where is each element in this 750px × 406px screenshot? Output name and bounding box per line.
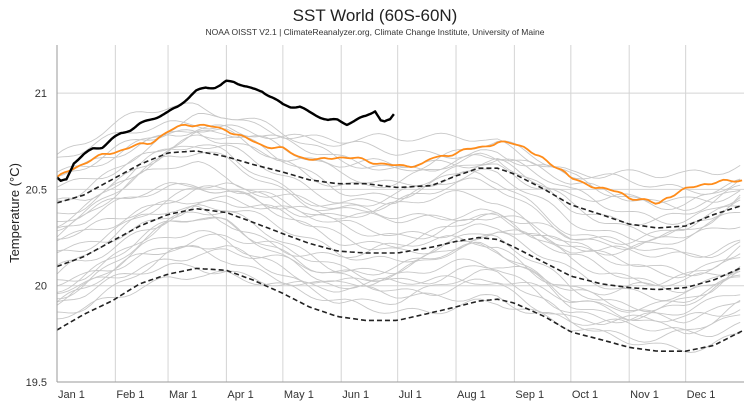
historical-year-line xyxy=(56,233,741,324)
x-tick-label: Apr 1 xyxy=(227,389,253,401)
mean-and-sigma-lines xyxy=(56,150,743,352)
y-tick-label: 21 xyxy=(35,88,47,100)
x-tick-label: Mar 1 xyxy=(169,389,197,401)
historical-year-line xyxy=(56,216,741,313)
historical-year-line xyxy=(56,182,741,258)
x-tick-label: Jul 1 xyxy=(399,389,422,401)
historical-year-line xyxy=(56,205,741,296)
historical-year-line xyxy=(56,161,741,256)
x-tick-label: Jan 1 xyxy=(58,389,85,401)
historical-year-line xyxy=(56,182,741,258)
historical-year-line xyxy=(56,248,741,335)
historical-year-line xyxy=(56,204,741,302)
historical-year-line xyxy=(56,128,741,226)
x-tick-label: Oct 1 xyxy=(572,389,598,401)
x-tick-label: Aug 1 xyxy=(457,389,486,401)
historical-year-line xyxy=(56,187,741,286)
x-tick-label: Dec 1 xyxy=(687,389,716,401)
y-tick-label: 20 xyxy=(35,281,47,293)
previous-year-line xyxy=(56,123,743,205)
mean-line xyxy=(56,207,743,291)
historical-year-line xyxy=(56,112,741,211)
historical-year-line xyxy=(56,245,741,343)
historical-year-line xyxy=(56,262,741,337)
historical-year-line xyxy=(56,144,741,245)
chart-title: SST World (60S-60N) xyxy=(293,6,458,25)
historical-year-line xyxy=(56,270,741,354)
y-tick-label: 20.5 xyxy=(26,184,47,196)
chart-subtitle: NOAA OISST V2.1 | ClimateReanalyzer.org,… xyxy=(206,27,545,37)
historical-year-line xyxy=(56,230,741,324)
historical-years xyxy=(56,102,741,354)
historical-year-line xyxy=(56,102,741,179)
historical-year-line xyxy=(56,185,741,279)
x-tick-label: Nov 1 xyxy=(630,389,659,401)
historical-year-line xyxy=(56,129,741,225)
y-axis-label: Temperature (°C) xyxy=(7,163,22,263)
grid xyxy=(57,45,744,383)
plus-2sigma-line xyxy=(56,150,743,229)
historical-year-line xyxy=(56,120,741,195)
current-year-line xyxy=(56,79,395,182)
x-tick-label: Jun 1 xyxy=(342,389,369,401)
x-tick-label: Sep 1 xyxy=(515,389,544,401)
historical-year-line xyxy=(56,129,741,204)
y-tick-label: 19.5 xyxy=(26,377,47,389)
highlight-years xyxy=(56,79,743,205)
x-tick-label: May 1 xyxy=(284,389,314,401)
historical-year-line xyxy=(56,244,741,326)
axes: 19.5 20 20.5 21 Jan 1 Feb 1 Mar 1 Apr 1 May 1 Jun… xyxy=(26,45,744,401)
x-tick-label: Feb 1 xyxy=(116,389,144,401)
